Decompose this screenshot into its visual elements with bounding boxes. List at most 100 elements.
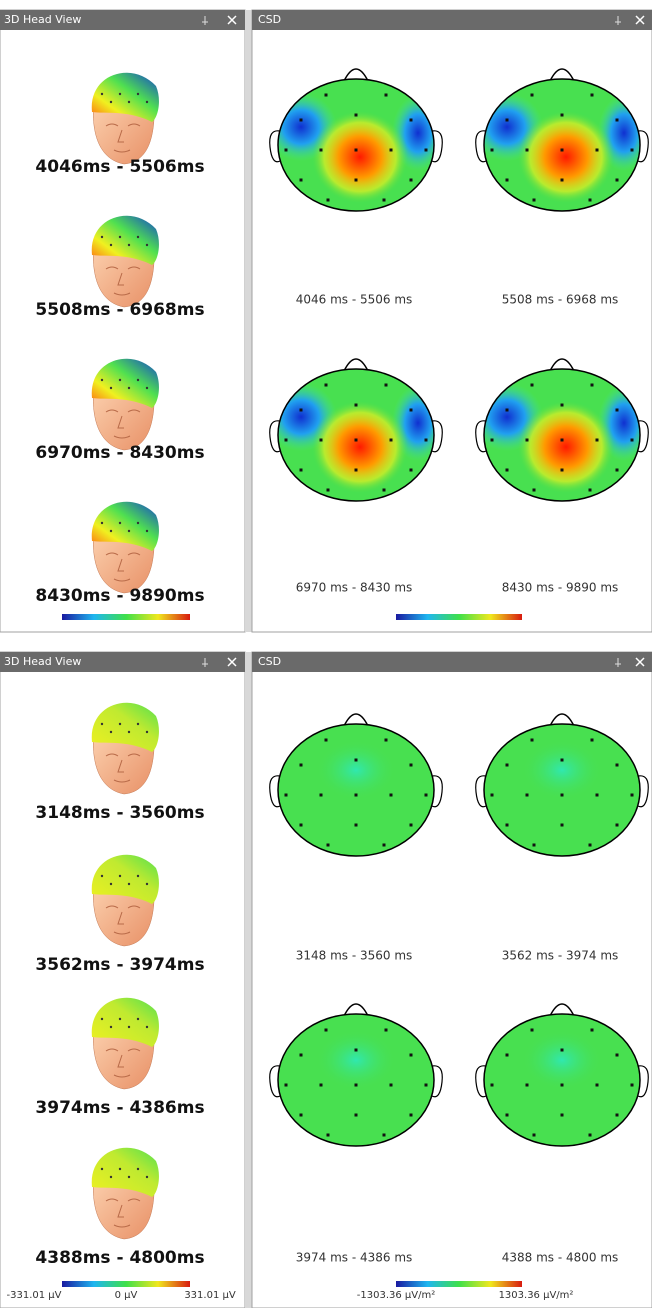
head-cap xyxy=(91,997,159,1047)
electrode xyxy=(560,823,564,827)
electrode xyxy=(389,148,393,152)
pin-button[interactable] xyxy=(615,658,621,667)
scalp-outline xyxy=(483,1013,641,1147)
electrode xyxy=(100,521,104,525)
neutral-blob xyxy=(522,1030,602,1090)
electrode xyxy=(100,235,104,239)
electrode xyxy=(505,468,509,472)
electrode xyxy=(389,793,393,797)
pin-button[interactable] xyxy=(615,16,621,25)
electrode xyxy=(615,468,619,472)
close-button[interactable] xyxy=(227,15,237,25)
head-face xyxy=(105,552,141,582)
electrode xyxy=(284,1083,288,1087)
electrode xyxy=(100,92,104,96)
electrode xyxy=(590,93,594,97)
electrode xyxy=(299,763,303,767)
electrode xyxy=(100,874,104,878)
electrode xyxy=(382,843,386,847)
electrode xyxy=(530,93,534,97)
electrode xyxy=(145,386,149,390)
electrode xyxy=(127,1175,131,1179)
colorbar-label: 0 µV xyxy=(115,1290,138,1301)
electrode xyxy=(424,793,428,797)
electrode xyxy=(615,823,619,827)
electrode xyxy=(326,843,330,847)
electrode xyxy=(109,1025,113,1029)
electrode xyxy=(284,438,288,442)
time-window-label: 3562 ms - 3974 ms xyxy=(502,949,619,963)
electrode xyxy=(118,874,122,878)
head-face xyxy=(105,905,141,935)
time-window-label: 3148ms - 3560ms xyxy=(35,803,204,823)
title-bar xyxy=(0,10,245,30)
pin-button[interactable] xyxy=(202,16,208,25)
positive-blob xyxy=(312,401,408,493)
electrode xyxy=(525,148,529,152)
electrode xyxy=(588,1133,592,1137)
time-window-label: 6970ms - 8430ms xyxy=(35,443,204,463)
electrode xyxy=(136,1167,140,1171)
nose xyxy=(343,68,369,82)
electrode xyxy=(505,1113,509,1117)
head-cap xyxy=(91,215,159,265)
electrode xyxy=(136,92,140,96)
electrode xyxy=(118,521,122,525)
ear-left xyxy=(475,775,487,808)
electrode xyxy=(284,793,288,797)
electrode xyxy=(424,1083,428,1087)
scalp-map xyxy=(522,740,602,800)
electrode xyxy=(560,178,564,182)
electrode xyxy=(490,148,494,152)
electrode xyxy=(354,438,358,442)
electrode xyxy=(588,198,592,202)
pin-button[interactable] xyxy=(202,658,208,667)
electrode xyxy=(409,408,413,412)
electrode xyxy=(127,730,131,734)
electrode xyxy=(409,823,413,827)
scalp-outline xyxy=(277,78,435,212)
electrode xyxy=(324,383,328,387)
electrode xyxy=(100,1017,104,1021)
electrode xyxy=(127,882,131,886)
electrode xyxy=(595,148,599,152)
electrode xyxy=(525,793,529,797)
close-button[interactable] xyxy=(227,657,237,667)
electrode xyxy=(615,1053,619,1057)
time-window-label: 3148 ms - 3560 ms xyxy=(296,949,413,963)
electrode xyxy=(324,93,328,97)
close-button[interactable] xyxy=(635,15,645,25)
electrode xyxy=(389,1083,393,1087)
head-face xyxy=(105,753,141,783)
close-button[interactable] xyxy=(635,657,645,667)
ear-left xyxy=(269,130,281,163)
time-window-label: 4046 ms - 5506 ms xyxy=(296,293,413,307)
electrode xyxy=(354,113,358,117)
electrode xyxy=(136,378,140,382)
time-window-label: 8430ms - 9890ms xyxy=(35,586,204,606)
scalp-outline xyxy=(483,368,641,502)
electrode xyxy=(118,1017,122,1021)
electrode xyxy=(382,488,386,492)
electrode xyxy=(490,793,494,797)
electrode xyxy=(490,438,494,442)
electrode xyxy=(284,148,288,152)
positive-blob xyxy=(518,401,614,493)
electrode xyxy=(109,386,113,390)
electrode xyxy=(530,383,534,387)
electrode xyxy=(490,1083,494,1087)
electrode xyxy=(389,438,393,442)
electrode xyxy=(560,468,564,472)
nose xyxy=(343,358,369,372)
electrode xyxy=(118,722,122,726)
ear-right xyxy=(637,1065,649,1098)
ear-right xyxy=(431,775,443,808)
electrode xyxy=(409,178,413,182)
title-bar xyxy=(252,10,652,30)
scalp-outline xyxy=(277,1013,435,1147)
pane-title: CSD xyxy=(258,655,281,668)
electrode xyxy=(136,874,140,878)
electrode xyxy=(354,823,358,827)
head-cap xyxy=(91,358,159,408)
ear-left xyxy=(475,130,487,163)
